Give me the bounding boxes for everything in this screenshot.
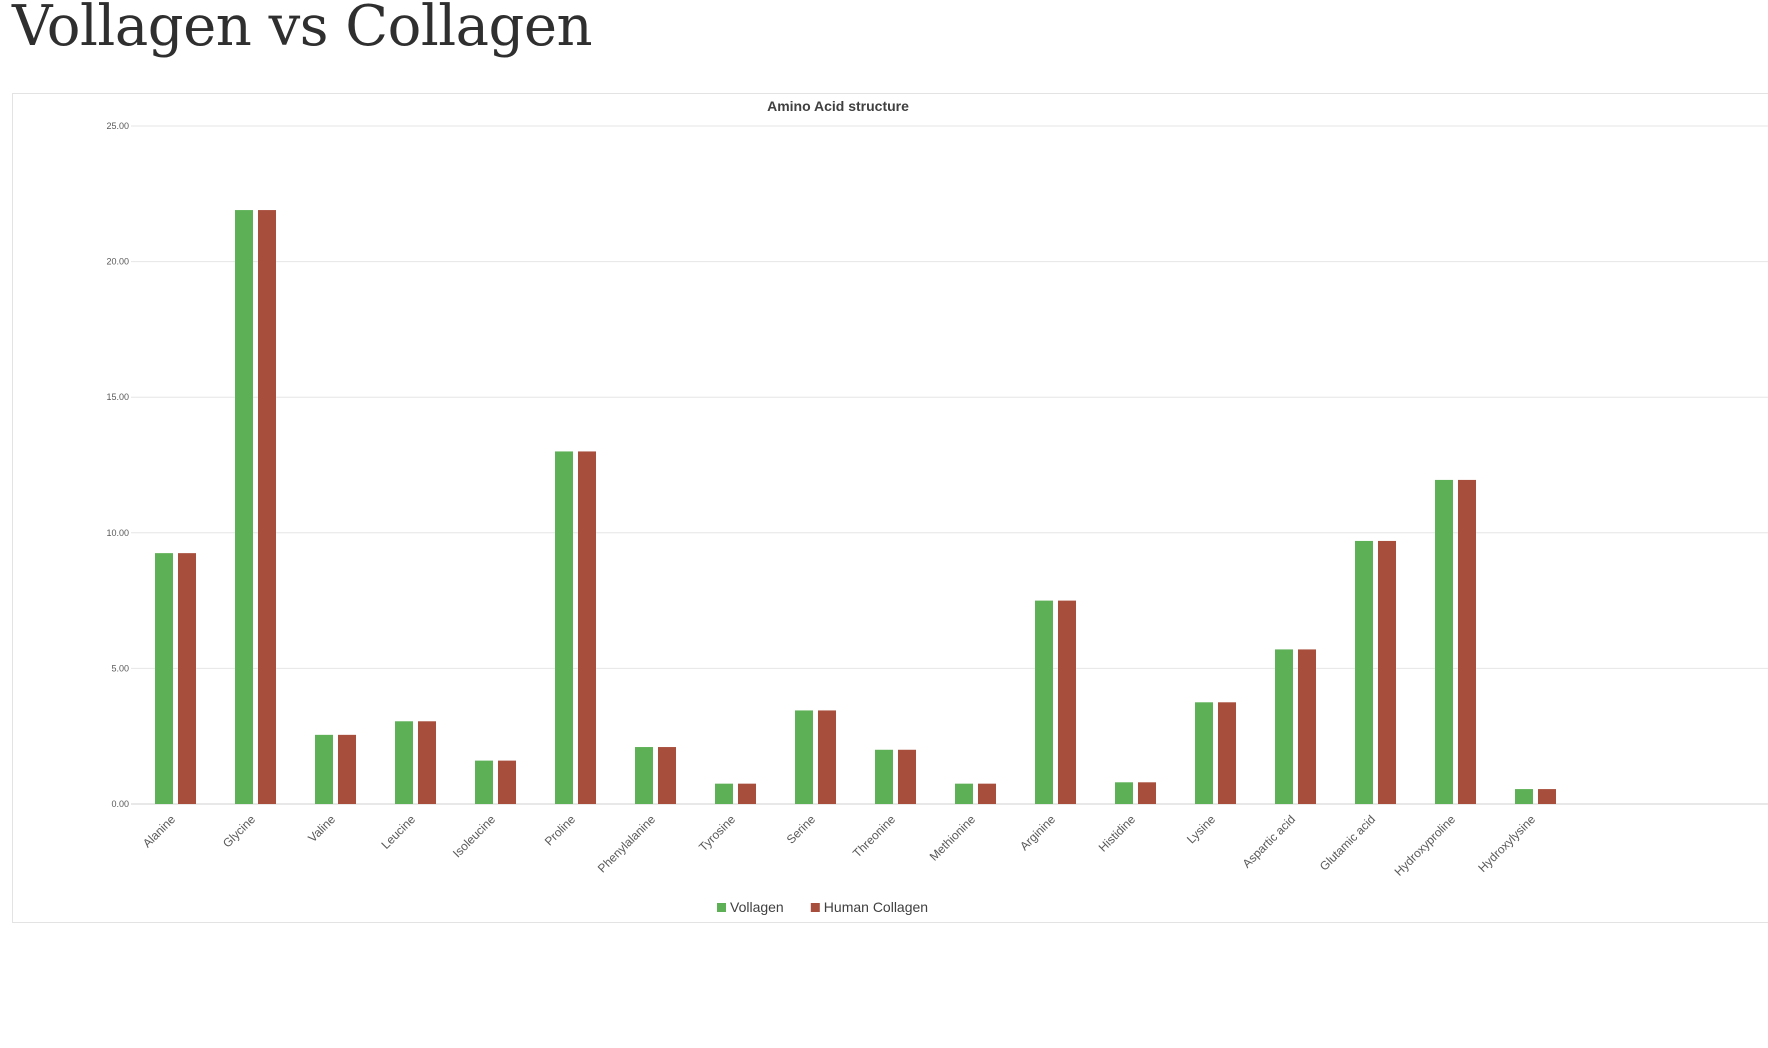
bar-human-collagen — [1218, 702, 1236, 804]
y-tick-label: 5.00 — [111, 663, 129, 673]
y-tick-label: 0.00 — [111, 799, 129, 809]
category-label: Leucine — [378, 812, 418, 852]
bar-human-collagen — [418, 721, 436, 804]
bar-human-collagen — [1538, 789, 1556, 804]
bar-vollagen — [1435, 479, 1453, 804]
bar-human-collagen — [258, 210, 276, 804]
y-tick-label: 15.00 — [106, 392, 129, 402]
legend-swatch — [717, 903, 726, 912]
bar-vollagen — [555, 451, 573, 804]
category-label: Serine — [784, 812, 819, 847]
bar-vollagen — [1115, 782, 1133, 804]
bar-vollagen — [235, 210, 253, 804]
y-tick-label: 20.00 — [106, 257, 129, 267]
category-label: Hydroxyproline — [1392, 812, 1459, 879]
bar-vollagen — [1355, 540, 1373, 804]
bar-vollagen — [795, 710, 813, 804]
bar-human-collagen — [898, 749, 916, 804]
bar-vollagen — [955, 783, 973, 804]
bar-vollagen — [1275, 649, 1293, 804]
chart-title: Amino Acid structure — [767, 98, 909, 114]
y-tick-label: 10.00 — [106, 528, 129, 538]
bar-vollagen — [635, 747, 653, 804]
category-label: Valine — [305, 812, 338, 845]
bar-human-collagen — [1378, 540, 1396, 804]
y-tick-label: 25.00 — [106, 121, 129, 131]
bar-chart: Amino Acid structure 0.00 5.00 10.00 15.00 20… — [106, 98, 1768, 915]
category-label: Proline — [542, 812, 579, 849]
bar-human-collagen — [1058, 600, 1076, 804]
bar-human-collagen — [738, 783, 756, 804]
bar-vollagen — [395, 721, 413, 804]
page-title: Vollagen vs Collagen — [12, 0, 593, 59]
category-label: Glutamic acid — [1317, 812, 1378, 873]
category-label: Arginine — [1017, 812, 1058, 853]
category-label: Tyrosine — [696, 812, 738, 854]
bar-human-collagen — [658, 747, 676, 804]
bar-human-collagen — [818, 710, 836, 804]
bar-human-collagen — [178, 553, 196, 804]
bar-vollagen — [315, 734, 333, 804]
legend-label: Human Collagen — [824, 899, 928, 915]
category-label: Isoleucine — [450, 812, 498, 860]
bar-vollagen — [1195, 702, 1213, 804]
bar-vollagen — [875, 749, 893, 804]
bar-vollagen — [1035, 600, 1053, 804]
legend-swatch — [810, 903, 820, 912]
category-label: Lysine — [1184, 812, 1218, 846]
bar-vollagen — [1515, 789, 1533, 804]
category-label: Aspartic acid — [1240, 812, 1298, 870]
category-label: Alanine — [140, 812, 178, 850]
category-label: Hydroxylysine — [1475, 812, 1538, 875]
legend-label: Vollagen — [730, 899, 784, 915]
category-label: Phenylalanine — [595, 812, 658, 875]
bar-vollagen — [715, 783, 733, 804]
bar-vollagen — [155, 553, 173, 804]
bar-human-collagen — [578, 451, 596, 804]
category-label: Glycine — [220, 812, 258, 850]
bar-human-collagen — [1458, 479, 1476, 804]
bar-human-collagen — [1298, 649, 1316, 804]
category-label: Histidine — [1096, 812, 1139, 855]
bar-vollagen — [475, 760, 493, 804]
category-label: Methionine — [927, 812, 979, 864]
bar-human-collagen — [978, 783, 996, 804]
bar-human-collagen — [338, 734, 356, 804]
chart-frame: Amino Acid structure 0.00 5.00 10.00 15.00 20… — [12, 93, 1768, 923]
category-label: Threonine — [850, 812, 898, 860]
bar-human-collagen — [498, 760, 516, 804]
bar-human-collagen — [1138, 782, 1156, 804]
